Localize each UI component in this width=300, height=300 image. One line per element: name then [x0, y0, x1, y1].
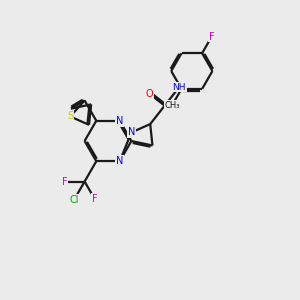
Text: CH₃: CH₃ — [164, 101, 180, 110]
Text: N: N — [128, 128, 135, 137]
Text: NH: NH — [172, 83, 186, 92]
Text: F: F — [209, 32, 214, 42]
Text: N: N — [116, 116, 123, 126]
Text: F: F — [62, 176, 68, 187]
Text: O: O — [146, 89, 153, 99]
Text: F: F — [92, 194, 98, 204]
Text: S: S — [67, 112, 74, 122]
Text: N: N — [116, 156, 123, 166]
Text: Cl: Cl — [69, 195, 79, 205]
